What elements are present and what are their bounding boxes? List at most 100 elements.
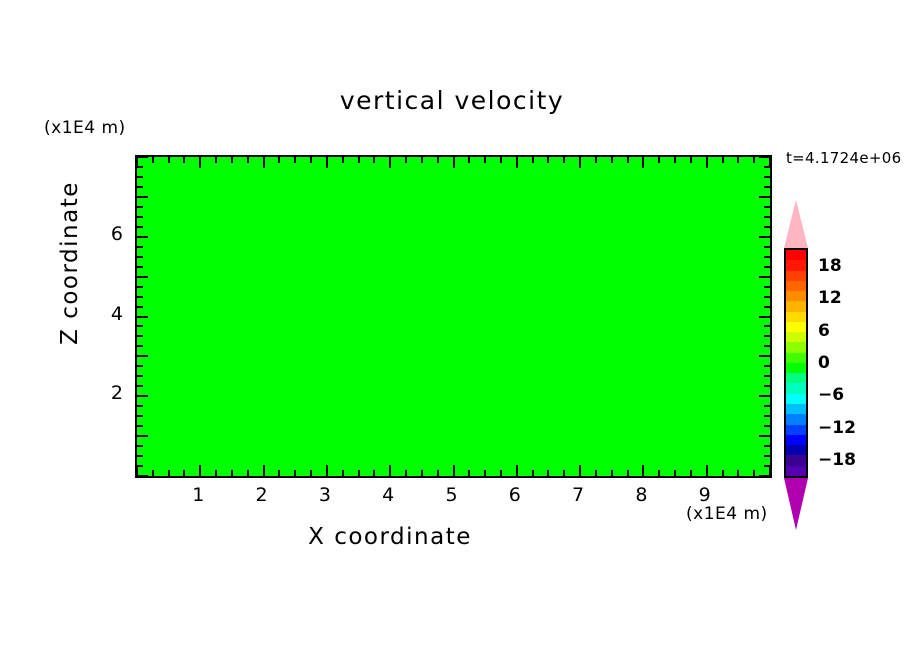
x-axis-tick-top — [389, 157, 392, 168]
x-tick-label: 7 — [572, 484, 585, 506]
y-axis-tick-right — [759, 355, 770, 358]
x-axis-tick — [294, 470, 297, 476]
x-axis-tick — [547, 470, 550, 476]
x-tick-label: 2 — [255, 484, 268, 506]
y-axis-tick-right — [759, 435, 770, 438]
colorbar-tick-label: 12 — [818, 288, 842, 309]
y-axis-tick — [137, 225, 143, 228]
page-title: vertical velocity — [339, 86, 565, 115]
x-axis-unit-label: (x1E4 m) — [686, 504, 768, 524]
y-axis-tick — [137, 315, 148, 318]
colorbar-band — [786, 332, 806, 343]
x-axis-tick — [436, 470, 439, 476]
colorbar-overflow-cap-top — [784, 200, 808, 248]
colorbar: 18 12 6 0 −6 −12 −18 — [780, 198, 904, 530]
x-tick-label: 4 — [382, 484, 395, 506]
x-axis-tick-top — [674, 157, 677, 163]
x-axis-tick — [499, 470, 502, 476]
x-axis-tick — [626, 470, 629, 476]
x-axis-tick-top — [626, 157, 629, 163]
y-axis-tick-right — [764, 365, 770, 368]
x-axis-tick — [373, 470, 376, 476]
y-axis-tick-right — [764, 335, 770, 338]
x-axis-title: X coordinate — [308, 524, 472, 550]
y-axis-tick-right — [764, 425, 770, 428]
x-axis-tick-top — [183, 157, 186, 163]
colorbar-band — [786, 291, 806, 302]
y-axis-tick — [137, 205, 143, 208]
y-axis-tick-right — [759, 315, 770, 318]
y-axis-tick — [137, 405, 143, 408]
x-axis-tick-top — [325, 157, 328, 168]
y-axis-tick — [137, 355, 148, 358]
x-axis-tick — [389, 465, 392, 476]
y-axis-tick — [137, 265, 143, 268]
x-axis-tick — [484, 470, 487, 476]
x-axis-tick-top — [769, 157, 770, 168]
x-axis-tick-top — [246, 157, 249, 163]
x-tick-label: 9 — [698, 484, 711, 506]
simulation-time-annotation: t=4.1724e+06 — [786, 149, 902, 167]
x-axis-tick — [515, 465, 518, 476]
y-axis-tick — [137, 395, 148, 398]
y-axis-tick — [137, 195, 148, 198]
y-axis-tick-right — [764, 405, 770, 408]
x-axis-tick — [246, 470, 249, 476]
x-axis-tick — [405, 470, 408, 476]
colorbar-band — [786, 270, 806, 281]
x-axis-tick-top — [547, 157, 550, 163]
x-axis-tick-top — [721, 157, 724, 163]
y-axis-tick — [137, 175, 143, 178]
x-axis-tick-top — [294, 157, 297, 163]
x-tick-label: 6 — [508, 484, 521, 506]
y-axis-tick — [137, 445, 143, 448]
y-axis-tick — [137, 325, 143, 328]
x-axis-tick-top — [468, 157, 471, 163]
colorbar-band — [786, 280, 806, 292]
x-axis-tick — [563, 470, 566, 476]
colorbar-band — [786, 383, 806, 394]
y-axis-tick-right — [764, 345, 770, 348]
x-axis-tick — [420, 470, 423, 476]
y-axis-unit-label: (x1E4 m) — [44, 118, 126, 138]
colorbar-tick-label: 18 — [818, 256, 842, 277]
x-axis-tick — [689, 470, 692, 476]
y-tick-label: 6 — [110, 222, 123, 245]
y-axis-tick-right — [764, 225, 770, 228]
x-axis-tick — [642, 465, 645, 476]
y-axis-tick — [137, 275, 148, 278]
x-axis-tick — [753, 470, 756, 476]
colorbar-band — [786, 301, 806, 312]
x-axis-tick-top — [199, 157, 202, 168]
y-axis-tick-right — [764, 465, 770, 468]
x-axis-tick — [531, 470, 534, 476]
x-axis-tick — [452, 465, 455, 476]
x-axis-tick — [199, 465, 202, 476]
y-axis-tick-right — [759, 475, 770, 476]
x-axis-tick — [721, 470, 724, 476]
y-axis-tick — [137, 157, 148, 158]
x-axis-tick — [610, 470, 613, 476]
y-axis-tick — [137, 185, 143, 188]
y-axis-tick — [137, 215, 143, 218]
contour-plot-area[interactable] — [135, 155, 772, 478]
colorbar-band — [786, 352, 806, 363]
colorbar-tick-label: 0 — [818, 353, 830, 373]
x-axis-tick-top — [753, 157, 756, 163]
colorbar-tick-label: 6 — [818, 320, 830, 341]
colorbar-band — [786, 424, 806, 435]
x-axis-tick-top — [341, 157, 344, 163]
y-axis-tick-right — [759, 195, 770, 198]
x-tick-label: 8 — [635, 484, 648, 506]
y-axis-tick-right — [764, 245, 770, 248]
y-axis-tick-right — [759, 157, 770, 158]
y-axis-tick — [137, 465, 143, 468]
y-axis-tick-right — [764, 215, 770, 218]
x-tick-label: 1 — [192, 484, 205, 506]
colorbar-band — [786, 414, 806, 425]
y-axis-tick — [137, 435, 148, 438]
y-axis-tick-right — [764, 285, 770, 288]
y-axis-tick — [137, 305, 143, 308]
colorbar-band — [786, 445, 806, 456]
x-axis-tick-top — [484, 157, 487, 163]
